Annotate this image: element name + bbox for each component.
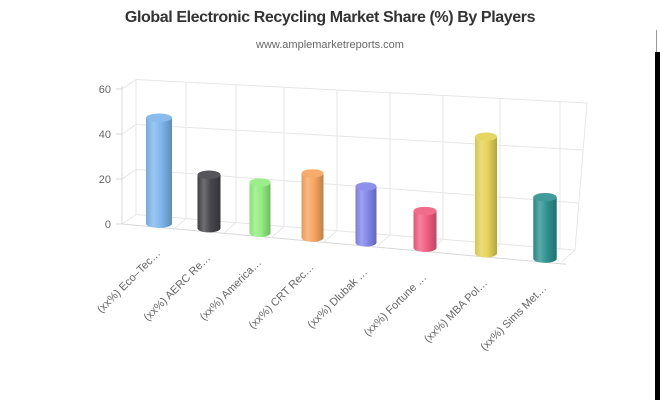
chart-title: Global Electronic Recycling Market Share… xyxy=(124,9,536,26)
floor-category-tick xyxy=(172,218,187,231)
screenshot-border-artifact xyxy=(655,52,660,400)
cylinder-top xyxy=(197,170,221,179)
x-axis-label: (xx%) MBA Pol… xyxy=(422,277,490,345)
floor-category-tick xyxy=(222,222,237,235)
sidewall-diagonal xyxy=(121,79,137,90)
cylinder-body xyxy=(413,211,437,252)
sidewall-diagonal xyxy=(121,169,137,180)
x-axis-labels: (xx%) Eco–Tec…(xx%) AERC Re…(xx%) Americ… xyxy=(95,248,549,354)
x-axis-label: (xx%) Sims Met… xyxy=(478,283,549,354)
cylinder-body xyxy=(249,182,271,238)
cylinder-top xyxy=(413,206,437,216)
y-axis-label: 20 xyxy=(99,174,111,186)
x-axis-line xyxy=(121,223,567,265)
screenshot-border-artifact-faint xyxy=(656,30,657,52)
x-axis-label: (xx%) Fortune … xyxy=(362,272,429,339)
cylinder-top xyxy=(146,113,172,122)
cylinder-body xyxy=(197,174,221,233)
bar-cylinder-6[interactable] xyxy=(413,206,437,252)
cylinder-body xyxy=(533,197,557,263)
floor-category-tick xyxy=(561,249,576,262)
cylinder-top xyxy=(301,169,324,178)
cylinder-body xyxy=(475,136,497,258)
cylinder-top xyxy=(533,192,557,202)
cylinder-top xyxy=(355,182,377,191)
y-axis-label: 40 xyxy=(99,129,111,141)
floor-category-tick xyxy=(376,234,391,247)
y-axis-label: 0 xyxy=(105,219,111,231)
sidewall-diagonal xyxy=(121,214,137,225)
sidewall-diagonal xyxy=(121,124,137,135)
cylinder-body xyxy=(301,173,324,242)
gridline-y-40 xyxy=(135,124,584,151)
cylinder-top xyxy=(249,178,271,187)
x-axis-label: (xx%) America… xyxy=(198,257,264,323)
bar-cylinder-7[interactable] xyxy=(475,132,497,258)
chart-subtitle: www.amplemarketreports.com xyxy=(256,39,404,51)
cylinder-top xyxy=(475,132,497,141)
bar-cylinder-8[interactable] xyxy=(533,192,557,263)
cylinder-body xyxy=(355,186,377,247)
bar-cylinder-4[interactable] xyxy=(301,169,324,242)
y-axis-label: 60 xyxy=(99,84,111,96)
y-axis-labels: 0 20 40 60 xyxy=(99,84,111,231)
bar-cylinder-1[interactable] xyxy=(146,113,172,228)
back-wall-right-edge xyxy=(574,102,588,251)
bar-cylinder-2[interactable] xyxy=(197,170,221,233)
floor-category-tick xyxy=(270,226,285,239)
gridline-y-60 xyxy=(135,79,588,104)
grid-back-wall xyxy=(116,79,588,265)
bar-cylinder-3[interactable] xyxy=(249,178,271,238)
floor-category-tick xyxy=(323,230,338,243)
bar-cylinder-5[interactable] xyxy=(355,182,377,247)
cylinder-body xyxy=(146,117,172,228)
x-axis-label: (xx%) Dlubak … xyxy=(305,266,370,331)
